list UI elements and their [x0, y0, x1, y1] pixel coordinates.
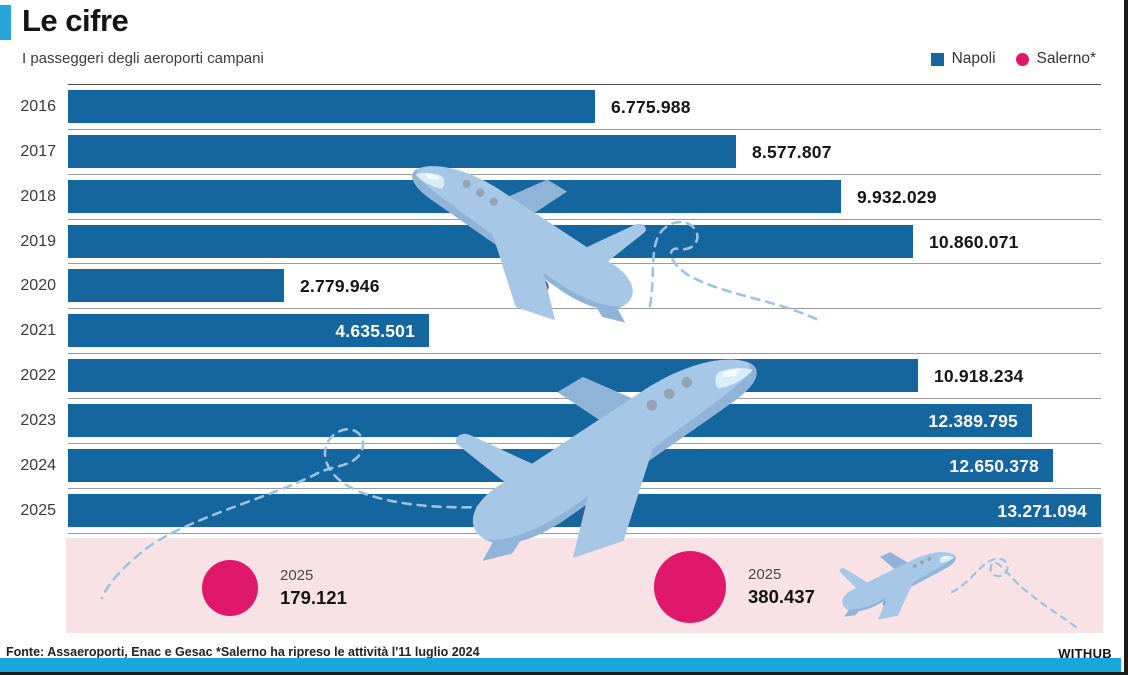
- chart-row-2017: 2017 8.577.807: [0, 128, 1128, 174]
- bar-chart: 2016 6.775.988 2017 8.577.807 2018 9.932.029 2…: [0, 84, 1128, 534]
- year-label: 2019: [20, 232, 56, 250]
- salerno-year: 2025: [748, 566, 782, 583]
- salerno-circle-icon: [202, 560, 258, 616]
- value-label: 9.932.029: [857, 186, 937, 207]
- right-border: [1124, 0, 1128, 675]
- legend-item-salerno: Salerno*: [1015, 50, 1096, 68]
- value-label: 8.577.807: [752, 141, 832, 162]
- gridline: [68, 173, 1101, 175]
- year-label: 2017: [20, 142, 56, 160]
- chart-row-2020: 2020 2.779.946: [0, 263, 1128, 308]
- napoli-swatch-icon: [930, 52, 944, 66]
- bottom-cyan-strip: [0, 658, 1121, 672]
- legend-label-salerno: Salerno*: [1036, 50, 1096, 67]
- chart-subtitle: I passeggeri degli aeroporti campani: [22, 50, 264, 67]
- year-label: 2021: [20, 322, 56, 340]
- year-label: 2016: [20, 98, 56, 115]
- value-label: 10.860.071: [929, 231, 1019, 252]
- brand-logo: WITHUB: [1058, 646, 1112, 661]
- bottom-border: [0, 672, 1128, 675]
- salerno-panel: 2025 179.121 2025 380.437: [66, 538, 1103, 633]
- chart-row-2025: 2025 13.271.094: [0, 487, 1128, 533]
- legend-label-napoli: Napoli: [951, 50, 996, 67]
- bar-napoli-2020: [68, 269, 284, 303]
- gridline: [68, 532, 1101, 534]
- gridline: [68, 397, 1101, 399]
- value-label: 4.635.501: [335, 321, 415, 342]
- gridline: [68, 218, 1101, 220]
- salerno-dot-icon: [1015, 52, 1029, 66]
- gridline: [68, 128, 1101, 130]
- year-label: 2020: [20, 277, 56, 295]
- chart-row-2016: 2016 6.775.988: [0, 84, 1128, 129]
- gridline: [68, 308, 1101, 310]
- value-label: 10.918.234: [934, 366, 1024, 387]
- title-accent-bar: [0, 5, 11, 40]
- source-note: Fonte: Assaeroporti, Enac e Gesac *Saler…: [6, 645, 480, 659]
- salerno-2025-item: 2025 380.437: [654, 551, 815, 623]
- year-label: 2025: [20, 501, 56, 519]
- chart-row-2023: 2023 12.389.795: [0, 397, 1128, 443]
- value-label: 12.389.795: [928, 410, 1018, 431]
- value-label: 12.650.378: [949, 455, 1039, 476]
- year-label: 2022: [20, 367, 56, 385]
- chart-row-2018: 2018 9.932.029: [0, 173, 1128, 219]
- year-label: 2024: [20, 456, 56, 474]
- gridline: [68, 442, 1101, 444]
- bar-napoli-2022: [68, 359, 918, 393]
- value-label: 13.271.094: [997, 500, 1087, 521]
- year-label: 2023: [20, 411, 56, 429]
- year-label: 2018: [20, 187, 56, 205]
- page-title: Le cifre: [22, 3, 129, 38]
- bar-napoli-2018: [68, 179, 841, 213]
- bar-napoli-2019: [68, 224, 913, 258]
- gridline: [68, 353, 1101, 355]
- chart-row-2022: 2022 10.918.234: [0, 353, 1128, 398]
- salerno-circle-icon: [654, 551, 726, 623]
- salerno-year: 2025: [280, 567, 314, 584]
- value-label: 6.775.988: [611, 97, 691, 117]
- value-label: 2.779.946: [300, 276, 380, 297]
- legend-item-napoli: Napoli: [930, 50, 996, 68]
- legend: Napoli Salerno*: [930, 50, 1096, 68]
- salerno-2024-item: 2025 179.121: [202, 560, 347, 616]
- chart-row-2024: 2024 12.650.378: [0, 442, 1128, 488]
- gridline: [68, 487, 1101, 489]
- gridline: [68, 84, 1101, 85]
- bar-napoli-2016: [68, 90, 595, 123]
- chart-row-2021: 2021 4.635.501: [0, 308, 1128, 353]
- salerno-value: 380.437: [748, 586, 815, 607]
- chart-row-2019: 2019 10.860.071: [0, 218, 1128, 264]
- bar-napoli-2021: [68, 314, 429, 348]
- salerno-value: 179.121: [280, 587, 347, 608]
- bar-napoli-2017: [68, 134, 736, 168]
- gridline: [68, 263, 1101, 265]
